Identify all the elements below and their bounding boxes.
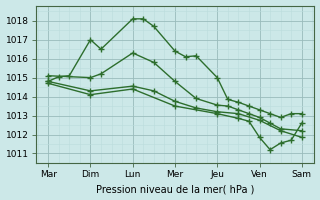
X-axis label: Pression niveau de la mer( hPa ): Pression niveau de la mer( hPa ) [96, 184, 254, 194]
